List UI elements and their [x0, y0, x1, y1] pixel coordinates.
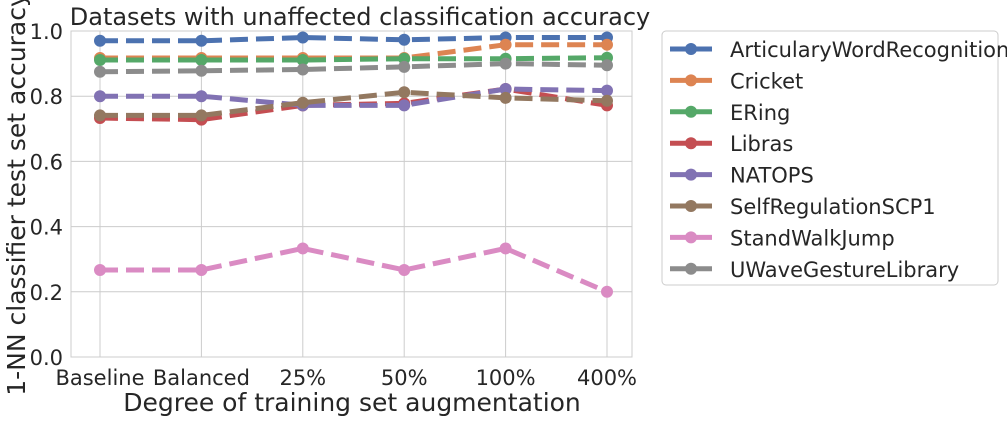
legend-item: UWaveGestureLibrary: [670, 258, 959, 282]
x-tick-label: 25%: [279, 366, 326, 390]
legend-marker: [685, 231, 697, 244]
data-point: [296, 31, 309, 44]
legend-box: [661, 30, 999, 286]
y-tick-label: 0.4: [30, 216, 63, 240]
y-tick-label: 0.8: [30, 85, 63, 109]
legend-item: Cricket: [670, 69, 803, 93]
data-point: [499, 57, 512, 70]
legend-item: StandWalkJump: [670, 226, 895, 250]
series-group: [94, 31, 613, 47]
y-tick-labels: 0.0 0.2 0.4 0.6 0.8 1.0: [30, 20, 63, 370]
y-axis-label: 1-NN classifier test set accuracy: [2, 0, 31, 396]
data-point: [195, 109, 208, 122]
data-point: [398, 33, 411, 46]
series-group: [94, 57, 613, 78]
series-group: [94, 242, 613, 298]
legend-label: NATOPS: [730, 164, 814, 188]
data-point: [499, 91, 512, 104]
data-point: [94, 109, 106, 122]
legend-items: ArticularyWordRecognition Cricket ERing Lib…: [670, 38, 1007, 282]
legend-label: UWaveGestureLibrary: [730, 258, 959, 282]
legend-item: ERing: [670, 101, 790, 125]
x-tick-label: 100%: [476, 366, 536, 390]
legend-item: SelfRegulationSCP1: [670, 195, 936, 219]
x-tick-labels: Baseline Balanced 25% 50% 100% 400%: [55, 366, 637, 390]
legend-marker: [685, 74, 697, 87]
x-tick-label: 400%: [577, 366, 637, 390]
legend-label: Cricket: [730, 69, 803, 93]
series-line: [100, 89, 608, 118]
data-point: [499, 83, 512, 96]
series-line: [100, 35, 607, 44]
plot-area: [70, 30, 633, 358]
legend-label: StandWalkJump: [730, 226, 895, 250]
x-tick-label: Baseline: [55, 366, 144, 390]
data-point: [195, 90, 208, 103]
legend-item: Libras: [670, 132, 793, 156]
data-point: [601, 38, 613, 51]
data-point: [195, 34, 208, 47]
y-tick-label: 0.0: [30, 346, 63, 370]
data-point: [499, 38, 512, 51]
data-point: [296, 96, 309, 109]
legend-marker: [685, 262, 697, 275]
legend-item: ArticularyWordRecognition: [670, 38, 1007, 62]
data-point: [195, 54, 208, 67]
data-point: [398, 99, 411, 112]
legend-marker: [685, 200, 697, 212]
data-point: [94, 263, 106, 276]
x-tick-label: 50%: [381, 366, 428, 390]
series-line: [100, 245, 608, 295]
y-tick-label: 1.0: [30, 20, 63, 44]
chart-title: Datasets with unaffected classification …: [70, 3, 650, 31]
series-line: [100, 55, 608, 63]
data-point: [398, 60, 411, 73]
data-point: [94, 65, 106, 78]
x-tick-label: Balanced: [153, 366, 250, 390]
data-point: [601, 285, 613, 298]
data-point: [296, 242, 309, 255]
data-point: [94, 54, 106, 67]
legend-label: ArticularyWordRecognition: [730, 38, 1007, 62]
legend-label: Libras: [730, 132, 793, 156]
legend-label: ERing: [730, 101, 790, 125]
y-tick-label: 0.6: [30, 150, 63, 174]
data-point: [398, 263, 411, 276]
y-tick-label: 0.2: [30, 281, 63, 305]
series-group: [94, 83, 613, 112]
series-lines: [94, 31, 613, 298]
legend-label: SelfRegulationSCP1: [730, 195, 936, 219]
legend: ArticularyWordRecognition Cricket ERing Lib…: [661, 30, 1007, 286]
legend-marker: [685, 168, 697, 181]
data-point: [195, 64, 208, 77]
data-point: [195, 263, 208, 276]
data-point: [398, 86, 411, 99]
series-group: [94, 86, 613, 122]
x-axis-label: Degree of training set augmentation: [123, 388, 581, 417]
data-point: [601, 84, 613, 97]
data-point: [601, 59, 613, 72]
legend-marker: [685, 105, 697, 118]
legend-marker: [685, 43, 697, 55]
series-line: [100, 86, 608, 108]
data-point: [601, 94, 613, 107]
data-point: [94, 90, 106, 103]
series-line: [99, 61, 608, 75]
data-point: [94, 34, 106, 47]
legend-item: NATOPS: [670, 164, 814, 188]
legend-marker: [685, 137, 697, 150]
data-point: [296, 63, 309, 76]
data-point: [499, 242, 512, 255]
data-point: [296, 54, 309, 67]
